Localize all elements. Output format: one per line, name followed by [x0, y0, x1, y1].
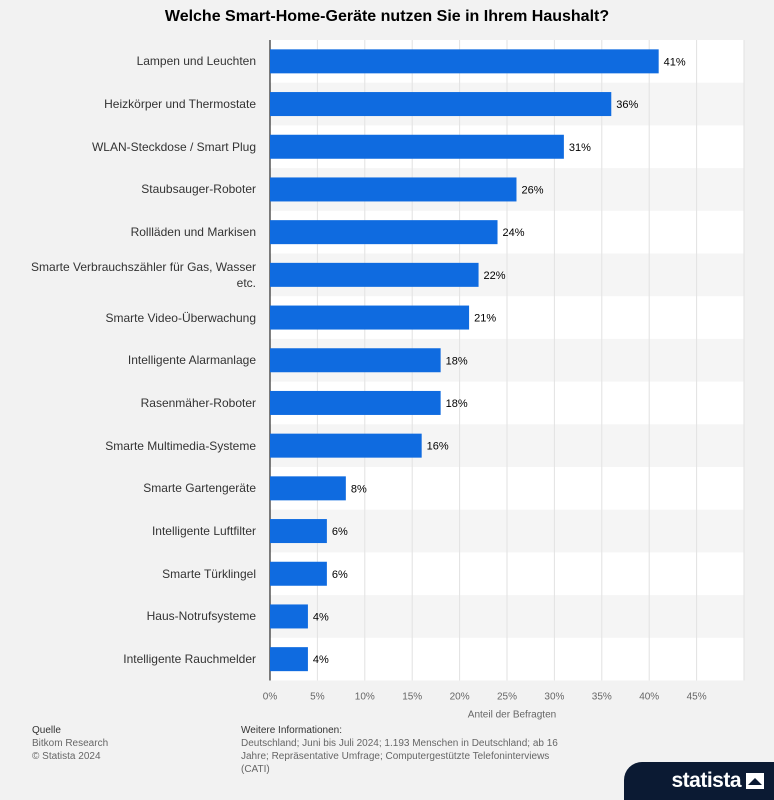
bar: [270, 305, 470, 330]
bar: [270, 519, 327, 544]
category-label: Smarte Multimedia-Systeme: [105, 438, 256, 453]
info-line: Deutschland; Juni bis Juli 2024; 1.193 M…: [241, 738, 558, 749]
bar: [270, 647, 308, 672]
value-label: 8%: [351, 483, 367, 495]
bar: [270, 92, 612, 117]
category-label: Smarte Gartengeräte: [143, 481, 256, 496]
x-tick-label: 10%: [355, 692, 375, 703]
category-label: Staubsauger-Roboter: [141, 182, 256, 197]
bar: [270, 134, 564, 159]
value-label: 41%: [664, 56, 686, 68]
x-tick-label: 15%: [402, 692, 422, 703]
source-block: Quelle Bitkom Research © Statista 2024: [32, 724, 108, 763]
value-label: 6%: [332, 569, 348, 581]
category-label: Smarte Verbrauchszähler für Gas, Wasser …: [31, 259, 256, 290]
value-label: 26%: [521, 184, 543, 196]
value-label: 6%: [332, 526, 348, 538]
category-label: Heizkörper und Thermostate: [104, 97, 256, 112]
x-tick-label: 25%: [497, 692, 517, 703]
bar: [270, 49, 659, 74]
x-tick-label: 5%: [310, 692, 325, 703]
bar: [270, 561, 327, 586]
value-label: 4%: [313, 611, 329, 623]
value-label: 21%: [474, 313, 496, 325]
statista-brand[interactable]: statista: [624, 762, 774, 800]
info-line: (CATI): [241, 764, 270, 775]
bar: [270, 390, 441, 415]
bar: [270, 476, 346, 501]
bar: [270, 433, 422, 458]
source-line: Bitkom Research: [32, 738, 109, 749]
brand-name: statista: [671, 769, 741, 792]
x-tick-label: 40%: [639, 692, 659, 703]
x-tick-label: 30%: [544, 692, 564, 703]
bar: [270, 177, 517, 202]
category-label: WLAN-Steckdose / Smart Plug: [91, 139, 256, 154]
source-line: © Statista 2024: [32, 751, 101, 762]
bar: [270, 220, 498, 245]
category-label: Lampen und Leuchten: [136, 54, 256, 69]
source-heading: Quelle: [32, 725, 61, 736]
bar: [270, 604, 308, 629]
info-heading: Weitere Informationen:: [241, 725, 342, 736]
statista-logo-icon: [746, 773, 764, 789]
value-label: 4%: [313, 654, 329, 666]
category-label: Intelligente Luftfilter: [151, 524, 256, 539]
x-tick-label: 45%: [687, 692, 707, 703]
x-axis-title: Anteil der Befragten: [468, 710, 556, 721]
bar: [270, 348, 441, 373]
value-label: 31%: [569, 142, 591, 154]
category-label: Intelligente Rauchmelder: [123, 652, 256, 667]
x-tick-label: 20%: [450, 692, 470, 703]
value-label: 22%: [484, 270, 506, 282]
chart-title: Welche Smart-Home-Geräte nutzen Sie in I…: [164, 8, 610, 25]
info-line: Jahre; Repräsentative Umfrage; Computerg…: [241, 751, 550, 762]
value-label: 24%: [503, 227, 525, 239]
bar: [270, 262, 479, 287]
category-label: Rasenmäher-Roboter: [140, 395, 256, 410]
info-block: Weitere Informationen: Deutschland; Juni…: [241, 724, 561, 776]
value-label: 16%: [427, 441, 449, 453]
category-label: Smarte Türklingel: [162, 566, 256, 581]
value-label: 18%: [446, 355, 468, 367]
category-label: Haus-Notrufsysteme: [146, 609, 256, 624]
value-label: 18%: [446, 398, 468, 410]
category-label: Smarte Video-Überwachung: [105, 310, 256, 325]
x-tick-label: 0%: [263, 692, 278, 703]
x-tick-label: 35%: [592, 692, 612, 703]
category-label: Rollläden und Markisen: [130, 225, 256, 240]
value-label: 36%: [616, 99, 638, 111]
category-label: Intelligente Alarmanlage: [127, 353, 256, 368]
